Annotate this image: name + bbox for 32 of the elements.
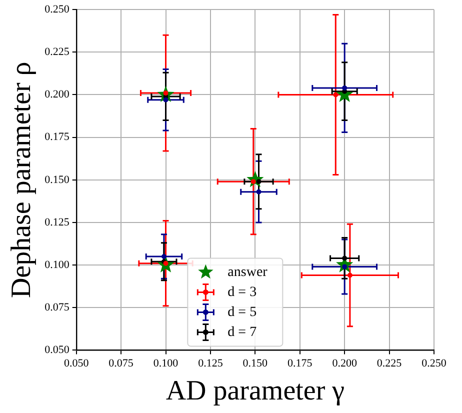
x-tick-label: 0.150 — [242, 358, 268, 370]
x-tick-label: 0.250 — [422, 358, 447, 370]
y-tick-label: 0.125 — [44, 216, 70, 228]
x-tick-label: 0.075 — [108, 358, 134, 370]
legend-label: d = 5 — [228, 304, 257, 320]
y-tick-label: 0.100 — [44, 258, 70, 271]
y-tick-label: 0.075 — [44, 302, 70, 314]
y-axis-title: Dephase parameter ρ — [6, 62, 38, 298]
x-tick-label: 0.100 — [153, 358, 179, 370]
point — [333, 92, 338, 98]
x-tick-label: 0.175 — [288, 358, 313, 370]
legend-label: d = 3 — [228, 284, 257, 300]
legend-label: answer — [228, 264, 268, 280]
y-tick-label: 0.200 — [44, 88, 70, 101]
y-tick-label: 0.050 — [44, 344, 70, 356]
x-tick-label: 0.050 — [64, 358, 90, 370]
x-axis-title: AD parameter γ — [166, 376, 345, 407]
point — [256, 189, 262, 194]
point — [342, 85, 348, 90]
x-tick-label: 0.125 — [198, 358, 224, 370]
x-tick-label: 0.200 — [332, 358, 358, 370]
point — [347, 272, 352, 278]
x-tick-label: 0.225 — [376, 358, 402, 370]
point — [163, 97, 168, 102]
y-tick-label: 0.150 — [44, 174, 70, 186]
y-tick-label: 0.175 — [44, 131, 70, 144]
point — [161, 254, 166, 260]
point — [342, 256, 348, 261]
point — [256, 179, 262, 184]
legend-label: d = 7 — [228, 324, 257, 340]
y-tick-label: 0.250 — [44, 3, 70, 16]
y-tick-label: 0.225 — [44, 46, 70, 58]
